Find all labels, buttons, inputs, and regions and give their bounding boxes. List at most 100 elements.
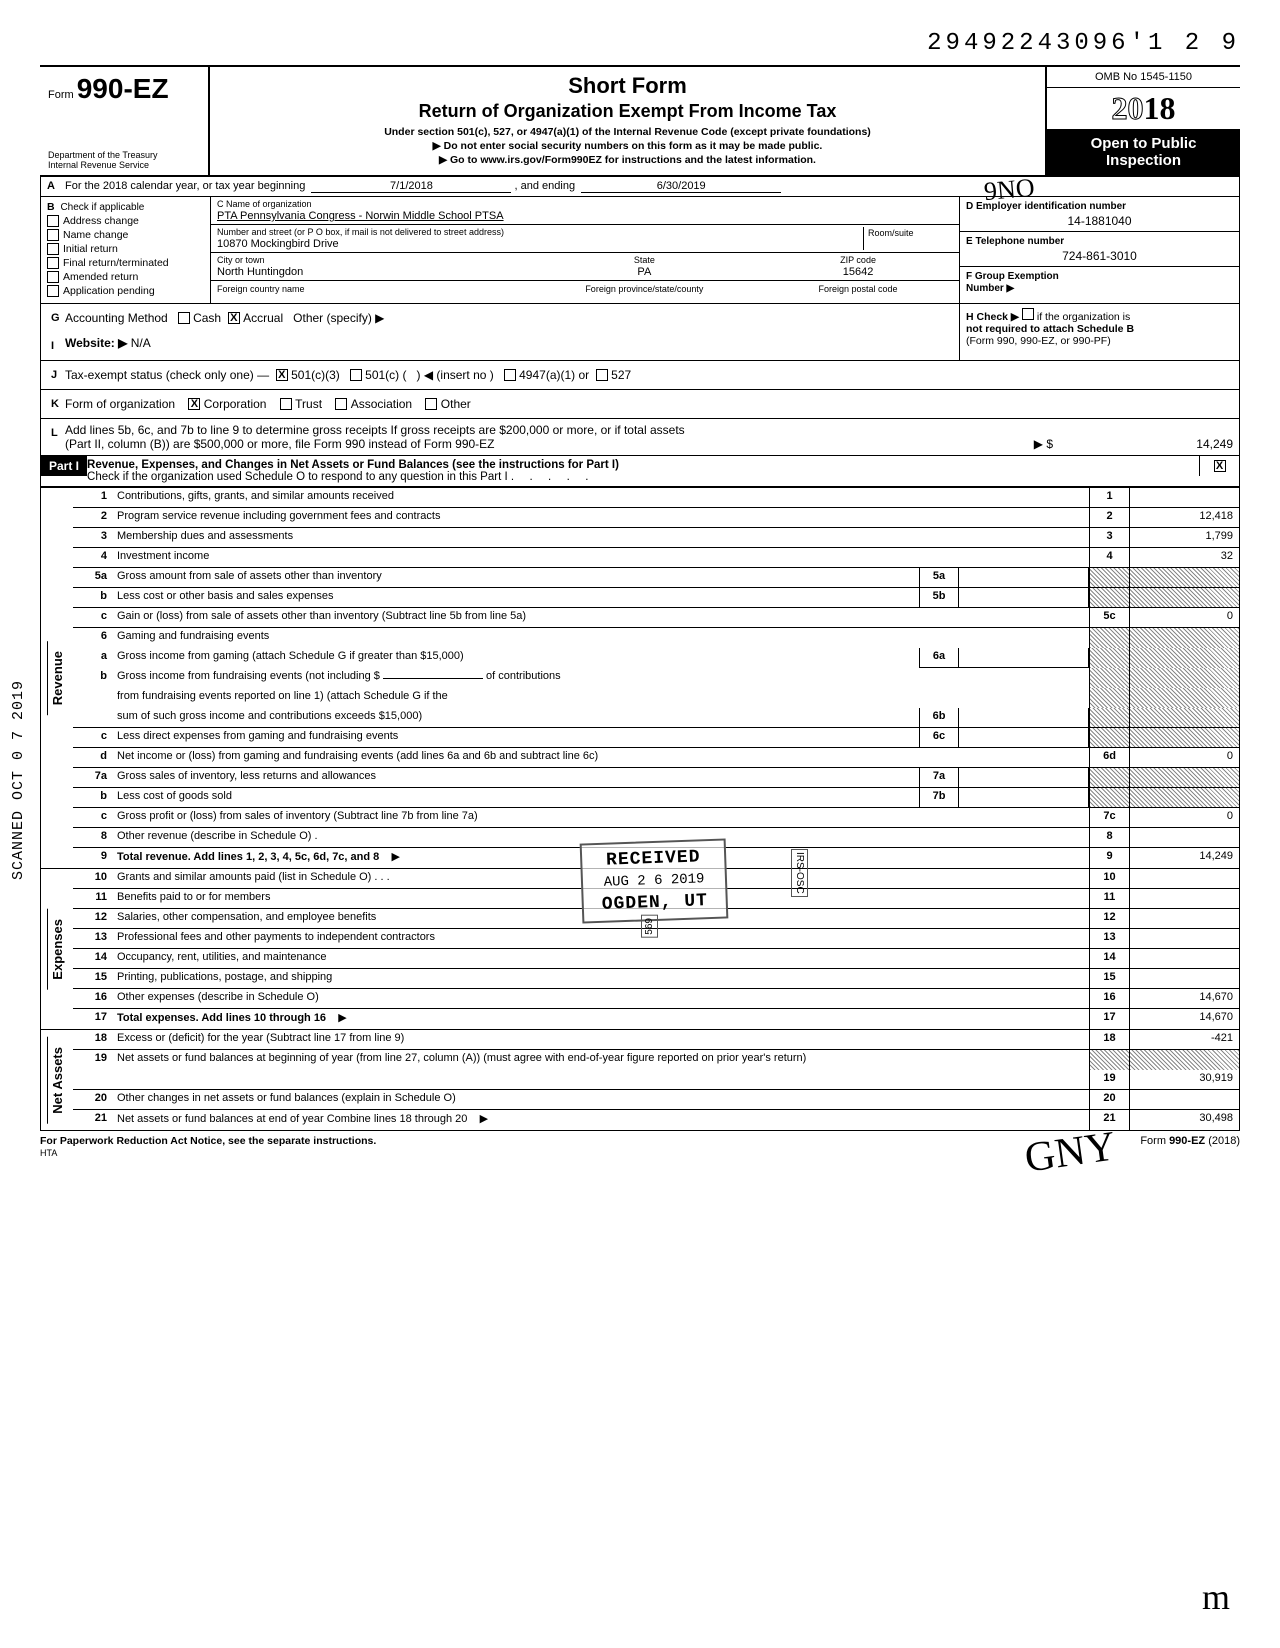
stamp-side-569: 569 xyxy=(641,915,658,938)
line-6c: Less direct expenses from gaming and fun… xyxy=(113,728,919,747)
label-g: G xyxy=(47,308,65,328)
line-a-tax-year: A For the 2018 calendar year, or tax yea… xyxy=(41,177,1239,197)
line-6a: Gross income from gaming (attach Schedul… xyxy=(113,648,919,668)
line-6b-2: from fundraising events reported on line… xyxy=(113,688,1089,708)
checkbox-amended-return[interactable] xyxy=(47,271,59,283)
form-subtitle-2: ▶ Do not enter social security numbers o… xyxy=(220,140,1035,152)
part-1-title: Revenue, Expenses, and Changes in Net As… xyxy=(87,459,619,471)
checkbox-4947a1[interactable] xyxy=(504,369,516,381)
line-2: Program service revenue including govern… xyxy=(113,508,1089,527)
label-foreign-postal: Foreign postal code xyxy=(819,284,898,294)
checkbox-cash[interactable] xyxy=(178,312,190,324)
checkbox-501c[interactable] xyxy=(350,369,362,381)
checkbox-schedule-o[interactable] xyxy=(1214,460,1226,472)
label-room: Room/suite xyxy=(868,228,914,238)
form-subtitle-1: Under section 501(c), 527, or 4947(a)(1)… xyxy=(220,126,1035,138)
checkbox-name-change[interactable] xyxy=(47,229,59,241)
label-group-exemption: F Group ExemptionNumber ▶ xyxy=(966,271,1059,294)
form-title-2: Return of Organization Exempt From Incom… xyxy=(220,101,1035,122)
line-17: Total expenses. Add lines 10 through 16 … xyxy=(113,1009,1089,1029)
line-5c: Gain or (loss) from sale of assets other… xyxy=(113,608,1089,627)
label-foreign-country: Foreign country name xyxy=(217,284,305,294)
label-j: J xyxy=(47,365,65,385)
line-18: Excess or (deficit) for the year (Subtra… xyxy=(113,1030,1089,1049)
line-l-arrow: ▶ $ xyxy=(1034,437,1053,451)
checkbox-initial-return[interactable] xyxy=(47,243,59,255)
value-org-name: PTA Pennsylvania Congress - Norwin Middl… xyxy=(217,210,953,222)
form-number: Form 990-EZ xyxy=(48,73,200,105)
label-telephone: E Telephone number xyxy=(966,236,1064,247)
label-org-name: C Name of organization xyxy=(217,199,953,209)
line-21: Net assets or fund balances at end of ye… xyxy=(113,1110,1089,1130)
label-state: State xyxy=(526,255,763,265)
label-l: L xyxy=(47,423,65,451)
label-h: H Check ▶ xyxy=(966,311,1019,323)
line-l-value: 14,249 xyxy=(1133,437,1233,451)
line-l-text2: (Part II, column (B)) are $500,000 or mo… xyxy=(65,437,1034,451)
form-subtitle-3: ▶ Go to www.irs.gov/Form990EZ for instru… xyxy=(220,154,1035,166)
line-14: Occupancy, rent, utilities, and maintena… xyxy=(113,949,1089,968)
expenses-section-label: Expenses xyxy=(47,909,67,990)
line-16: Other expenses (describe in Schedule O) xyxy=(113,989,1089,1008)
part-1-check-text: Check if the organization used Schedule … xyxy=(87,471,508,483)
line-5b: Less cost or other basis and sales expen… xyxy=(113,588,919,607)
line-1: Contributions, gifts, grants, and simila… xyxy=(113,488,1089,507)
line-20: Other changes in net assets or fund bala… xyxy=(113,1090,1089,1109)
footer-hta: HTA xyxy=(40,1148,57,1158)
line-7c: Gross profit or (loss) from sales of inv… xyxy=(113,808,1089,827)
signature-initials-2: m xyxy=(1202,1576,1230,1618)
value-ein: 14-1881040 xyxy=(966,214,1233,228)
checkbox-final-return[interactable] xyxy=(47,257,59,269)
form-of-org-label: Form of organization xyxy=(65,397,175,411)
checkbox-501c3[interactable] xyxy=(276,369,288,381)
checkbox-schedule-b[interactable] xyxy=(1022,308,1034,320)
checkbox-other-org[interactable] xyxy=(425,398,437,410)
department-label: Department of the Treasury Internal Reve… xyxy=(48,151,200,171)
tax-exempt-label: Tax-exempt status (check only one) — xyxy=(65,368,269,382)
received-stamp: RECEIVED AUG 2 6 2019 OGDEN, UT xyxy=(580,838,729,923)
line-6: Gaming and fundraising events xyxy=(113,628,1089,648)
label-city: City or town xyxy=(217,255,526,265)
revenue-section-label: Revenue xyxy=(47,641,67,715)
checkbox-trust[interactable] xyxy=(280,398,292,410)
checkbox-application-pending[interactable] xyxy=(47,285,59,297)
document-id-number: 29492243096'1 2 9 xyxy=(40,30,1240,57)
column-b-checkboxes: B Check if applicable Address change Nam… xyxy=(41,197,211,303)
accounting-method-label: Accounting Method xyxy=(65,311,168,325)
netassets-section-label: Net Assets xyxy=(47,1037,67,1124)
checkbox-527[interactable] xyxy=(596,369,608,381)
line-4: Investment income xyxy=(113,548,1089,567)
handwritten-note: 9NO xyxy=(983,173,1036,207)
website-label: Website: ▶ xyxy=(65,336,127,356)
value-telephone: 724-861-3010 xyxy=(966,249,1233,263)
checkbox-association[interactable] xyxy=(335,398,347,410)
line-7b: Less cost of goods sold xyxy=(113,788,919,807)
form-title-1: Short Form xyxy=(220,73,1035,99)
website-value: N/A xyxy=(131,336,151,356)
open-public-badge: Open to PublicInspection xyxy=(1047,129,1240,175)
tax-year: 2018 xyxy=(1047,88,1240,129)
footer-paperwork: For Paperwork Reduction Act Notice, see … xyxy=(40,1135,376,1147)
value-state: PA xyxy=(526,266,763,278)
line-6d: Net income or (loss) from gaming and fun… xyxy=(113,748,1089,767)
form-header: Form 990-EZ Department of the Treasury I… xyxy=(40,65,1240,177)
value-address: 10870 Mockingbird Drive xyxy=(217,238,863,250)
checkbox-accrual[interactable] xyxy=(228,312,240,324)
label-zip: ZIP code xyxy=(763,255,953,265)
value-city: North Huntingdon xyxy=(217,266,526,278)
line-l-text1: Add lines 5b, 6c, and 7b to line 9 to de… xyxy=(65,423,1233,437)
line-19: Net assets or fund balances at beginning… xyxy=(113,1050,1089,1070)
label-foreign-prov: Foreign province/state/county xyxy=(585,284,703,294)
omb-number: OMB No 1545-1150 xyxy=(1047,67,1240,88)
line-3: Membership dues and assessments xyxy=(113,528,1089,547)
label-i: I xyxy=(47,336,65,356)
scanned-stamp: SCANNED OCT 0 7 2019 xyxy=(10,680,27,880)
line-6b: Gross income from fundraising events (no… xyxy=(113,668,1089,688)
line-13: Professional fees and other payments to … xyxy=(113,929,1089,948)
line-7a: Gross sales of inventory, less returns a… xyxy=(113,768,919,787)
part-1-header: Part I xyxy=(41,456,87,476)
label-k: K xyxy=(47,394,65,414)
line-15: Printing, publications, postage, and shi… xyxy=(113,969,1089,988)
checkbox-corporation[interactable] xyxy=(188,398,200,410)
checkbox-address-change[interactable] xyxy=(47,215,59,227)
